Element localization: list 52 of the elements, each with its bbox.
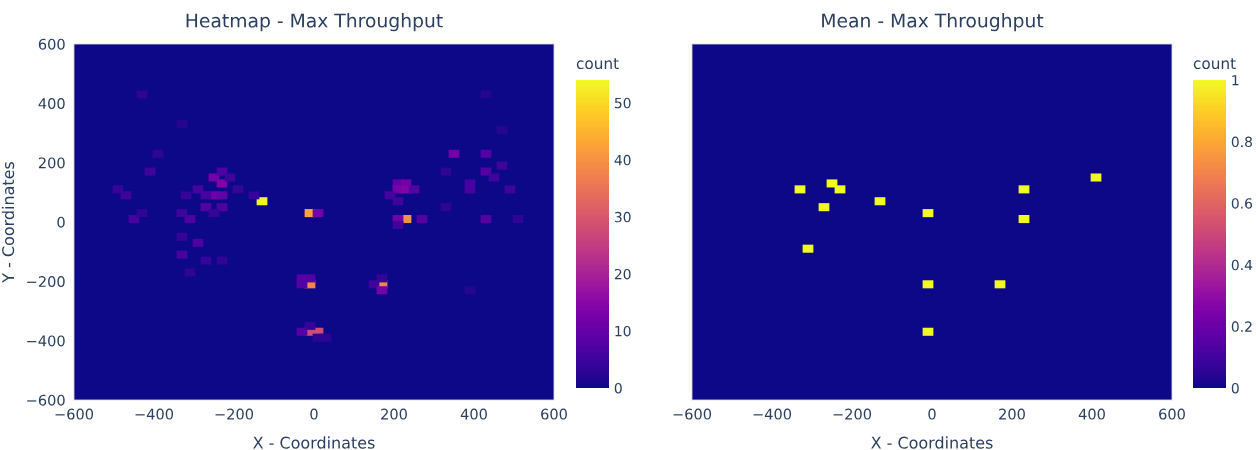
x-axis-title: X - Coordinates	[871, 436, 993, 449]
point	[1018, 185, 1030, 194]
y-tick-label: −200	[27, 276, 65, 288]
point	[874, 197, 886, 206]
color-bar-label: 0.8	[1231, 136, 1252, 148]
point	[922, 280, 934, 289]
x-tick-label: 400	[1078, 408, 1105, 420]
color-bar-label: 0.2	[1231, 321, 1252, 332]
x-tick-label: −200	[833, 408, 872, 420]
color-bar-title: count	[576, 58, 619, 70]
chart-title: Heatmap - Max Throughput	[186, 13, 443, 32]
y-axis-title: Y - Coordinates	[1, 162, 15, 283]
point	[834, 185, 846, 194]
x-tick-label: 200	[999, 408, 1025, 420]
point	[1090, 173, 1102, 182]
color-bar-label: 30	[614, 211, 631, 223]
point	[994, 280, 1006, 289]
x-tick-label: 600	[1159, 408, 1185, 420]
color-bar-label: 0.4	[1231, 259, 1253, 271]
color-bar-label: 20	[614, 268, 631, 280]
chart-title: Mean - Max Throughput	[822, 13, 1044, 32]
y-tick-label: −600	[27, 394, 65, 406]
color-bar-label: 50	[614, 97, 631, 109]
x-tick-label: 600	[541, 408, 567, 420]
color-bar-title: count	[1193, 58, 1236, 70]
point	[802, 244, 814, 253]
y-tick-label: 400	[38, 98, 65, 110]
y-tick-label: 0	[57, 216, 65, 228]
x-tick-label: 0	[928, 408, 936, 420]
color-bar-label: 0	[614, 382, 622, 394]
color-bar-label: 0.6	[1231, 198, 1253, 209]
color-bar-label: 0	[1231, 382, 1239, 394]
x-tick-label: 200	[381, 408, 407, 420]
point	[1018, 215, 1030, 224]
point	[922, 209, 934, 218]
x-axis-title: X - Coordinates	[253, 436, 375, 449]
x-tick-label: −400	[753, 408, 792, 420]
point	[818, 203, 830, 212]
y-tick-label: 600	[38, 38, 65, 50]
color-bar-label: 10	[615, 325, 631, 337]
color-bar-label: 40	[614, 154, 631, 166]
point	[794, 185, 806, 194]
x-tick-label: −600	[55, 408, 94, 420]
color-bar-label: 1	[1232, 75, 1239, 86]
x-tick-label: −400	[135, 408, 174, 420]
y-tick-label: 200	[38, 157, 65, 169]
x-tick-label: −200	[215, 408, 254, 420]
point	[922, 327, 934, 336]
x-tick-label: 0	[310, 408, 318, 420]
x-tick-label: 400	[460, 408, 487, 420]
x-tick-label: −600	[673, 408, 712, 420]
y-tick-label: −400	[27, 335, 65, 347]
